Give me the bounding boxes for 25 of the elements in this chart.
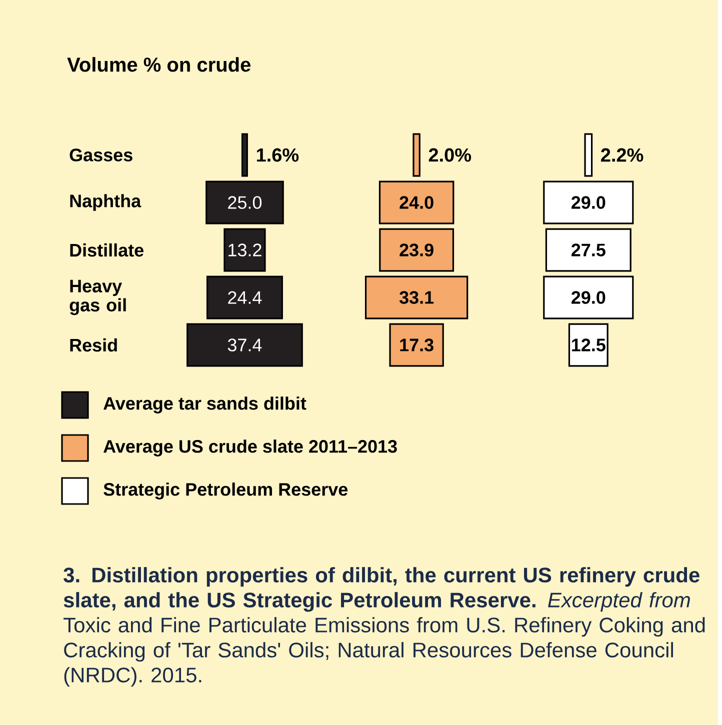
data-label: 23.9 [400,244,434,256]
data-label: 2.0% [429,148,472,162]
category-label: Naphtha [70,194,142,211]
legend-label: Average tar sands dilbit [104,396,306,414]
data-label: 17.3 [400,338,434,352]
data-label: 24.4 [228,291,262,304]
data-label: 2.2% [601,148,644,162]
data-label: 25.0 [228,196,262,209]
category-label: Heavy gas oil [70,280,126,316]
data-label: 13.2 [228,244,262,256]
text: 3. Distillation properties of dilbit, the current US refinery crude slate, and the US Strategic Petroleum Reserve. Excerpted from Toxic and Fine Particulate Emissions from U.S. Refinery Coking and Cracking of 'Tar Sands' Oils; Natural Resources Defense Council (NRDC). 2015. [64,567,705,687]
legend-label: Strategic Petroleum Reserve [104,482,348,500]
category-label: Distillate [70,243,144,257]
category-label: Resid [70,338,118,352]
text: Volume % on crude [67,57,251,72]
data-label: 33.1 [400,291,434,304]
data-label: 29.0 [572,196,606,209]
data-label: 29.0 [572,291,606,304]
data-label: 1.6% [257,148,299,162]
category-label: Gasses [70,148,133,162]
data-label: 27.5 [572,244,606,256]
data-label: 24.0 [400,196,434,209]
data-label: 12.5 [572,338,606,352]
legend-label: Average US crude slate 2011–2013 [104,440,398,456]
data-label: 37.4 [228,338,262,352]
